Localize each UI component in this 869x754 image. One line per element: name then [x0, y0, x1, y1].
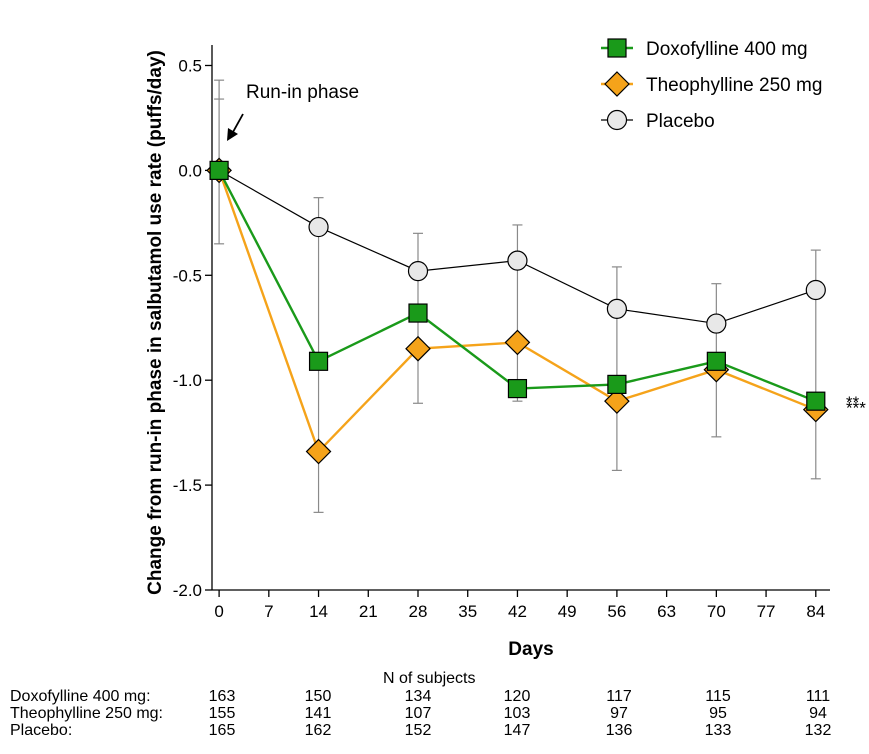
x-tick-label: 56 — [607, 602, 626, 621]
data-point-diamond — [604, 388, 630, 415]
data-point-diamond — [405, 335, 431, 362]
subjects-table-title: N of subjects — [383, 670, 476, 687]
legend-marker-diamond — [604, 71, 630, 97]
y-tick-label: 0.0 — [178, 161, 202, 180]
x-tick-label: 77 — [757, 602, 776, 621]
data-point-square — [806, 391, 826, 411]
legend-label: Placebo — [646, 111, 715, 132]
subjects-cell: 155 — [208, 705, 236, 722]
error-bars — [214, 79, 821, 513]
subjects-cell: 117 — [606, 688, 632, 705]
data-point-square — [209, 160, 229, 180]
data-point-circle — [507, 250, 528, 271]
data-point-circle — [308, 216, 329, 238]
subjects-cell: 162 — [304, 722, 332, 739]
subjects-cell: 132 — [804, 722, 832, 739]
subjects-cell: 95 — [709, 705, 727, 722]
data-point-square — [607, 374, 627, 394]
subjects-cell: 141 — [304, 705, 332, 722]
x-axis-title: Days — [508, 639, 553, 660]
x-tick-label: 42 — [508, 602, 527, 621]
y-tick-label: -1.0 — [173, 371, 202, 390]
x-tick-label: 28 — [409, 602, 428, 621]
subjects-cell: 152 — [404, 722, 432, 739]
subjects-cell: 136 — [605, 722, 633, 739]
subjects-cell: 150 — [304, 688, 332, 705]
subjects-cell: 111 — [805, 688, 831, 705]
subjects-cell: 120 — [503, 688, 531, 705]
data-point-diamond — [504, 329, 531, 356]
x-tick-label: 84 — [806, 602, 825, 621]
subjects-row-label: Placebo: — [10, 722, 73, 739]
data-point-circle — [407, 260, 429, 282]
data-point-square — [706, 351, 726, 371]
data-point-square — [507, 378, 528, 399]
annotations: Run-in phase ***** — [227, 82, 866, 418]
subjects-cell: 97 — [610, 705, 628, 722]
x-tick-label: 7 — [264, 602, 273, 621]
chart-axes: 0.5 0.0 -0.5 -1.0 -1.5 -2.0 0 7 14 21 28 35 42 49 56 63… — [145, 45, 830, 660]
x-tick-label: 0 — [214, 602, 223, 621]
subjects-cell: 147 — [503, 722, 531, 739]
run-in-annotation: Run-in phase — [246, 82, 359, 103]
data-point-circle — [805, 279, 826, 301]
data-point-circle — [606, 298, 627, 319]
legend: Doxofylline 400 mg Theophylline 250 mg Pla… — [601, 38, 822, 132]
x-tick-label: 49 — [558, 602, 577, 621]
data-point-diamond — [305, 438, 332, 465]
subjects-row-label: Theophylline 250 mg: — [10, 705, 163, 722]
run-in-arrow — [232, 113, 244, 133]
subjects-cell: 134 — [404, 688, 432, 705]
x-tick-label: 21 — [359, 602, 378, 621]
y-tick-label: -2.0 — [173, 581, 202, 600]
run-in-arrowhead — [227, 128, 238, 141]
legend-marker-circle — [606, 109, 628, 131]
series-markers — [206, 157, 829, 465]
subjects-row-label: Doxofylline 400 mg: — [10, 688, 151, 705]
x-tick-label: 14 — [309, 602, 328, 621]
x-tick-label: 70 — [707, 602, 726, 621]
subjects-cell: 103 — [503, 705, 531, 722]
legend-label: Doxofylline 400 mg — [646, 39, 808, 60]
chart-svg: 0.5 0.0 -0.5 -1.0 -1.5 -2.0 0 7 14 21 28 35 42 49 56 63… — [145, 38, 866, 660]
subjects-cell: 94 — [809, 705, 827, 722]
significance-mark: ** — [846, 393, 860, 412]
data-point-square — [308, 351, 329, 371]
y-tick-label: -1.5 — [173, 476, 202, 495]
subjects-table: N of subjects Doxofylline 400 mg: 163 15… — [0, 668, 869, 754]
y-tick-label: 0.5 — [178, 56, 202, 75]
x-tick-label: 63 — [657, 602, 676, 621]
data-point-circle — [706, 313, 727, 334]
subjects-cell: 133 — [704, 722, 732, 739]
x-tick-label: 35 — [458, 602, 477, 621]
subjects-cell: 165 — [208, 722, 236, 739]
y-axis-title: Change from run-in phase in salbutamol u… — [145, 50, 166, 595]
legend-marker-square — [607, 38, 627, 58]
significance-mark: *** — [846, 399, 866, 418]
legend-label: Theophylline 250 mg — [646, 75, 822, 96]
y-tick-label: -0.5 — [173, 266, 202, 285]
subjects-cell: 115 — [705, 688, 731, 705]
subjects-cell: 107 — [404, 705, 432, 722]
subjects-cell: 163 — [208, 688, 236, 705]
data-point-square — [408, 303, 428, 323]
